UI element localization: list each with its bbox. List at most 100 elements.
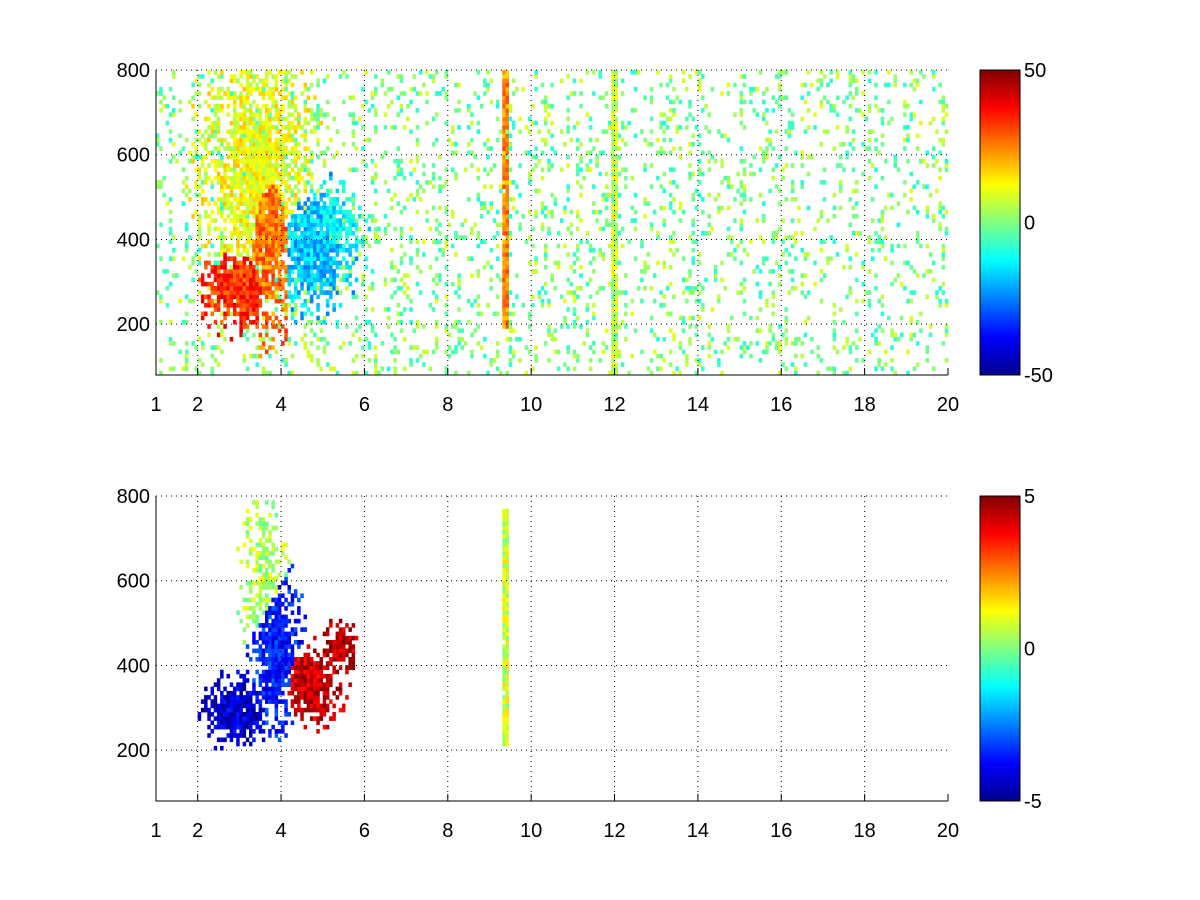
heatmap-cell [944,159,949,164]
heatmap-cell [265,614,269,620]
heatmap-cell [239,137,243,143]
heatmap-cell [675,184,679,189]
heatmap-cell [268,146,272,151]
x-tick-label: 20 [937,394,959,416]
heatmap-cell [322,218,327,223]
y-tick-label: 600 [117,145,150,167]
heatmap-cell [742,171,747,177]
heatmap-cell [233,150,237,156]
heatmap-cell [335,150,340,156]
heatmap-cell [733,247,737,253]
heatmap-cell [431,277,436,283]
heatmap-cell [431,349,436,355]
heatmap-cell [944,231,949,236]
heatmap-cell [281,70,285,75]
heatmap-cell [483,167,487,172]
heatmap-cell [265,707,269,713]
heatmap-cell [595,154,599,160]
heatmap-cell [329,366,333,372]
heatmap-cell [611,256,615,261]
heatmap-cell [617,146,622,151]
heatmap-cell [877,341,881,346]
heatmap-cell [261,525,266,531]
heatmap-cell [524,370,529,376]
heatmap-cell [531,269,535,274]
heatmap-cell [614,247,618,253]
heatmap-cell [277,690,282,696]
heatmap-cell [508,142,513,147]
heatmap-cell [566,197,570,202]
heatmap-cell [348,112,352,117]
heatmap-cell [277,635,282,641]
heatmap-cell [540,303,545,308]
heatmap-cell [268,235,272,240]
heatmap-cell [922,273,926,278]
heatmap-cell [319,290,323,295]
heatmap-cell [794,150,798,156]
heatmap-cell [697,70,702,75]
heatmap-cell [351,205,356,211]
heatmap-cell [643,163,647,168]
heatmap-cell [293,256,298,261]
heatmap-cell [627,370,631,376]
heatmap-cell [319,239,323,244]
heatmap-cell [322,264,327,270]
heatmap-cell [563,362,567,367]
heatmap-cell [534,188,538,194]
heatmap-cell [271,500,275,505]
heatmap-cell [588,345,593,350]
heatmap-cell [611,214,615,219]
heatmap-cell [223,146,227,151]
heatmap-cell [720,159,724,164]
heatmap-cell [239,307,243,312]
heatmap-cell [229,146,234,151]
heatmap-cell [300,673,304,679]
heatmap-cell [252,286,256,291]
heatmap-cell [704,277,708,283]
heatmap-cell [309,175,314,181]
heatmap-cell [322,163,327,168]
heatmap-cell [502,86,506,92]
heatmap-cell [784,163,788,168]
heatmap-cell [887,82,891,88]
heatmap-cell [790,269,795,274]
heatmap-cell [325,264,330,270]
heatmap-cell [499,370,503,376]
heatmap-cell [909,319,913,325]
heatmap-cell [249,112,253,117]
heatmap-cell [896,167,901,172]
heatmap-cell [181,319,186,325]
heatmap-cell [220,201,224,206]
heatmap-cell [268,733,272,738]
heatmap-cell [540,137,545,143]
heatmap-cell [233,142,237,147]
heatmap-cell [608,120,612,126]
heatmap-cell [604,129,609,134]
heatmap-cell [922,74,926,79]
heatmap-cell [919,328,923,333]
heatmap-cell [226,91,230,96]
heatmap-cell [505,281,509,287]
heatmap-cell [396,286,400,291]
heatmap-cell [290,699,295,704]
heatmap-cell [239,116,243,122]
heatmap-cell [502,260,506,266]
heatmap-cell [277,269,282,274]
heatmap-cell [399,167,404,172]
heatmap-cell [489,201,493,206]
heatmap-cell [233,712,237,717]
heatmap-cell [287,137,291,143]
heatmap-cell [614,281,618,287]
heatmap-cell [374,201,378,206]
heatmap-cell [746,252,750,257]
heatmap-cell [220,319,224,325]
heatmap-cell [220,142,224,147]
heatmap-cell [585,167,590,172]
heatmap-cell [184,184,189,189]
heatmap-cell [383,150,388,156]
heatmap-cell [220,349,224,355]
heatmap-cell [284,188,288,194]
heatmap-cell [726,180,731,185]
heatmap-cell [351,95,356,100]
heatmap-cell [216,686,221,692]
